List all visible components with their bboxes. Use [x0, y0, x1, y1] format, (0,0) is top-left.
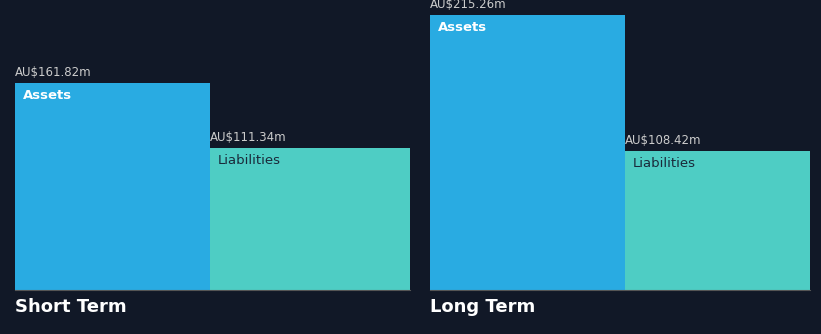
Text: AU$108.42m: AU$108.42m: [625, 135, 701, 148]
Text: AU$111.34m: AU$111.34m: [210, 131, 287, 144]
Text: Short Term: Short Term: [15, 298, 126, 316]
Text: AU$215.26m: AU$215.26m: [430, 0, 507, 11]
FancyBboxPatch shape: [210, 148, 410, 290]
Text: Assets: Assets: [23, 89, 72, 102]
Text: Liabilities: Liabilities: [633, 158, 696, 170]
Text: AU$161.82m: AU$161.82m: [15, 66, 92, 79]
Text: Assets: Assets: [438, 21, 487, 34]
FancyBboxPatch shape: [15, 83, 210, 290]
Text: Liabilities: Liabilities: [218, 154, 281, 167]
Text: Long Term: Long Term: [430, 298, 535, 316]
FancyBboxPatch shape: [430, 15, 625, 290]
FancyBboxPatch shape: [625, 152, 810, 290]
